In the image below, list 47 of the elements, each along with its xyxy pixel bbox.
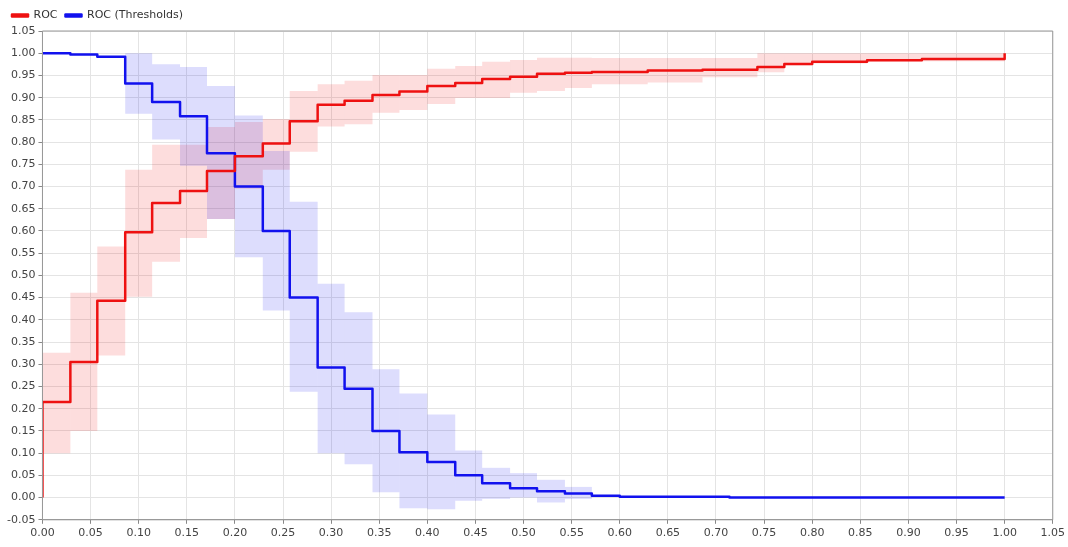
x-tick-label: 1.05 [1040,526,1065,540]
legend-label: ROC [33,8,58,22]
y-tick-label: 0.35 [10,334,36,348]
x-tick-label: 0.15 [174,526,200,540]
y-tick-label: 0.60 [10,223,36,237]
y-tick-label: 0.65 [10,201,36,215]
x-tick-label: 0.65 [655,526,681,540]
x-tick-label: 0.00 [30,526,55,540]
y-tick-label: 0.75 [10,157,36,171]
x-tick-label: 0.75 [751,526,777,540]
x-tick-label: 0.20 [222,526,248,540]
x-tick-label: 0.40 [415,526,440,540]
x-tick-label: 0.85 [848,526,873,540]
x-tick-label: 0.35 [366,526,392,540]
y-tick-label: 0.10 [10,446,36,459]
x-tick-label: 0.90 [896,526,921,540]
y-tick-label: 0.05 [10,468,36,482]
y-tick-label: 0.25 [10,379,36,393]
x-tick-label: 0.25 [270,526,296,540]
x-tick-label: 1.00 [992,526,1017,540]
y-tick-label: 0.90 [10,90,36,104]
x-tick-label: 0.45 [463,526,488,540]
y-tick-label: 1.05 [10,23,36,37]
y-tick-label: -0.05 [6,512,36,526]
x-tick-label: 0.70 [703,526,729,540]
y-tick-label: 0.85 [10,112,36,126]
x-tick-label: 0.80 [799,526,825,540]
y-tick-label: 0.40 [10,312,36,326]
y-tick-label: 0.50 [10,268,36,282]
x-tick-label: 0.95 [944,526,969,540]
y-tick-label: 0.15 [10,423,36,437]
y-tick-label: 0.20 [10,401,36,415]
x-tick-label: 0.50 [511,526,536,540]
x-tick-label: 0.60 [607,526,633,540]
y-tick-label: 0.55 [10,246,36,260]
x-tick-label: 0.30 [318,526,344,540]
x-tick-label: 0.55 [559,526,584,540]
y-tick-label: 0.00 [10,490,36,504]
y-tick-label: 0.30 [10,357,36,371]
y-tick-label: 0.80 [10,134,36,148]
x-tick-label: 0.10 [126,526,151,540]
y-tick-label: 0.45 [10,290,36,304]
y-tick-label: 0.95 [10,68,36,82]
legend-label: ROC (Thresholds) [86,8,183,22]
y-tick-label: 1.00 [10,46,36,60]
y-tick-label: 0.70 [10,179,36,193]
x-tick-label: 0.05 [78,526,103,540]
